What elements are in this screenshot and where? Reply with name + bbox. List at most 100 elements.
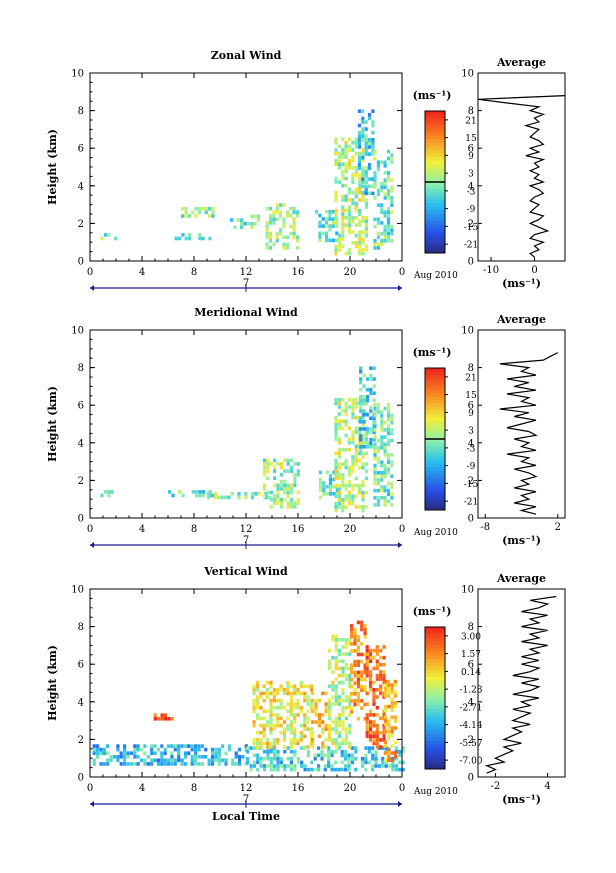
colorbar-segment — [425, 463, 445, 468]
data-cell — [386, 224, 391, 229]
data-cell — [375, 648, 379, 653]
data-cell — [306, 709, 310, 714]
data-cell — [289, 505, 294, 509]
data-cell — [334, 702, 338, 706]
data-cell — [376, 503, 380, 507]
data-cell — [390, 210, 394, 214]
data-cell — [341, 508, 345, 513]
data-cell — [344, 652, 348, 656]
data-cell — [365, 720, 369, 724]
data-cell — [92, 758, 96, 763]
data-cell — [190, 744, 194, 748]
data-cell — [376, 242, 380, 247]
data-cell — [401, 760, 405, 765]
data-cell — [146, 762, 150, 766]
data-cell — [383, 740, 387, 745]
data-cell — [200, 744, 204, 748]
data-cell — [386, 428, 391, 432]
data-cell — [351, 166, 355, 170]
data-cell — [167, 744, 171, 748]
profile-y-tick-label: 8 — [468, 106, 474, 117]
data-cell — [361, 152, 365, 156]
data-cell — [337, 465, 341, 470]
data-cell — [341, 741, 345, 746]
data-cell — [351, 498, 355, 502]
data-cell — [337, 426, 341, 431]
data-cell — [367, 163, 372, 167]
data-cell — [160, 713, 164, 717]
data-cell — [344, 155, 348, 159]
data-cell — [272, 691, 276, 696]
data-cell — [373, 171, 377, 175]
data-cell — [334, 158, 338, 163]
data-cell — [276, 688, 280, 692]
colorbar-tick-label: -21 — [464, 241, 479, 251]
data-cell — [372, 648, 376, 653]
data-cell — [356, 659, 360, 664]
data-cell — [310, 684, 314, 689]
data-cell — [364, 226, 368, 231]
data-cell — [354, 444, 358, 449]
data-cell — [376, 217, 380, 222]
data-cell — [194, 207, 198, 211]
data-cell — [387, 679, 391, 684]
data-cell — [184, 210, 188, 215]
data-cell — [123, 755, 127, 759]
data-cell — [383, 463, 387, 468]
data-cell — [289, 723, 293, 728]
data-cell — [390, 231, 394, 236]
data-cell — [289, 695, 293, 699]
data-cell — [347, 490, 352, 495]
data-cell — [310, 727, 314, 731]
data-cell — [341, 645, 345, 649]
data-cell — [289, 764, 294, 768]
data-cell — [359, 448, 363, 453]
data-cell — [314, 705, 318, 710]
colorbar-segment — [425, 708, 445, 713]
data-cell — [163, 762, 167, 766]
data-cell — [354, 462, 358, 466]
data-cell — [365, 648, 369, 653]
plot-frame — [89, 329, 403, 519]
data-cell — [266, 469, 270, 473]
data-cell — [292, 206, 296, 211]
data-cell — [180, 758, 184, 763]
data-cell — [386, 192, 391, 197]
data-cell — [373, 196, 377, 200]
data-cell — [380, 160, 384, 164]
data-cell — [213, 495, 217, 500]
data-cell — [320, 749, 324, 754]
data-cell — [364, 177, 368, 181]
data-cell — [252, 691, 256, 696]
data-cell — [394, 767, 398, 772]
data-cell — [364, 141, 368, 146]
data-cell — [334, 659, 338, 664]
data-cell — [365, 652, 369, 656]
data-cell — [361, 216, 365, 220]
colorbar-segment — [425, 662, 445, 667]
data-cell — [282, 224, 286, 229]
data-cell — [354, 166, 358, 170]
data-cell — [344, 483, 348, 488]
data-cell — [369, 684, 373, 689]
data-cell — [106, 758, 110, 763]
data-cell — [311, 720, 315, 724]
data-cell — [372, 430, 376, 435]
data-cell — [360, 627, 364, 632]
data-cell — [363, 652, 367, 657]
data-cell — [296, 757, 300, 761]
data-cell — [353, 692, 357, 696]
data-cell — [276, 494, 280, 498]
data-cell — [390, 460, 394, 464]
data-cell — [344, 448, 348, 452]
data-cell — [334, 162, 338, 167]
data-cell — [344, 641, 348, 646]
data-cell — [96, 755, 100, 759]
colorbar-segment — [425, 729, 445, 734]
data-cell — [390, 160, 394, 164]
data-cell — [324, 745, 328, 749]
data-cell — [243, 221, 247, 226]
data-cell — [190, 747, 194, 752]
profile-y-tick-label: 2 — [468, 735, 474, 746]
